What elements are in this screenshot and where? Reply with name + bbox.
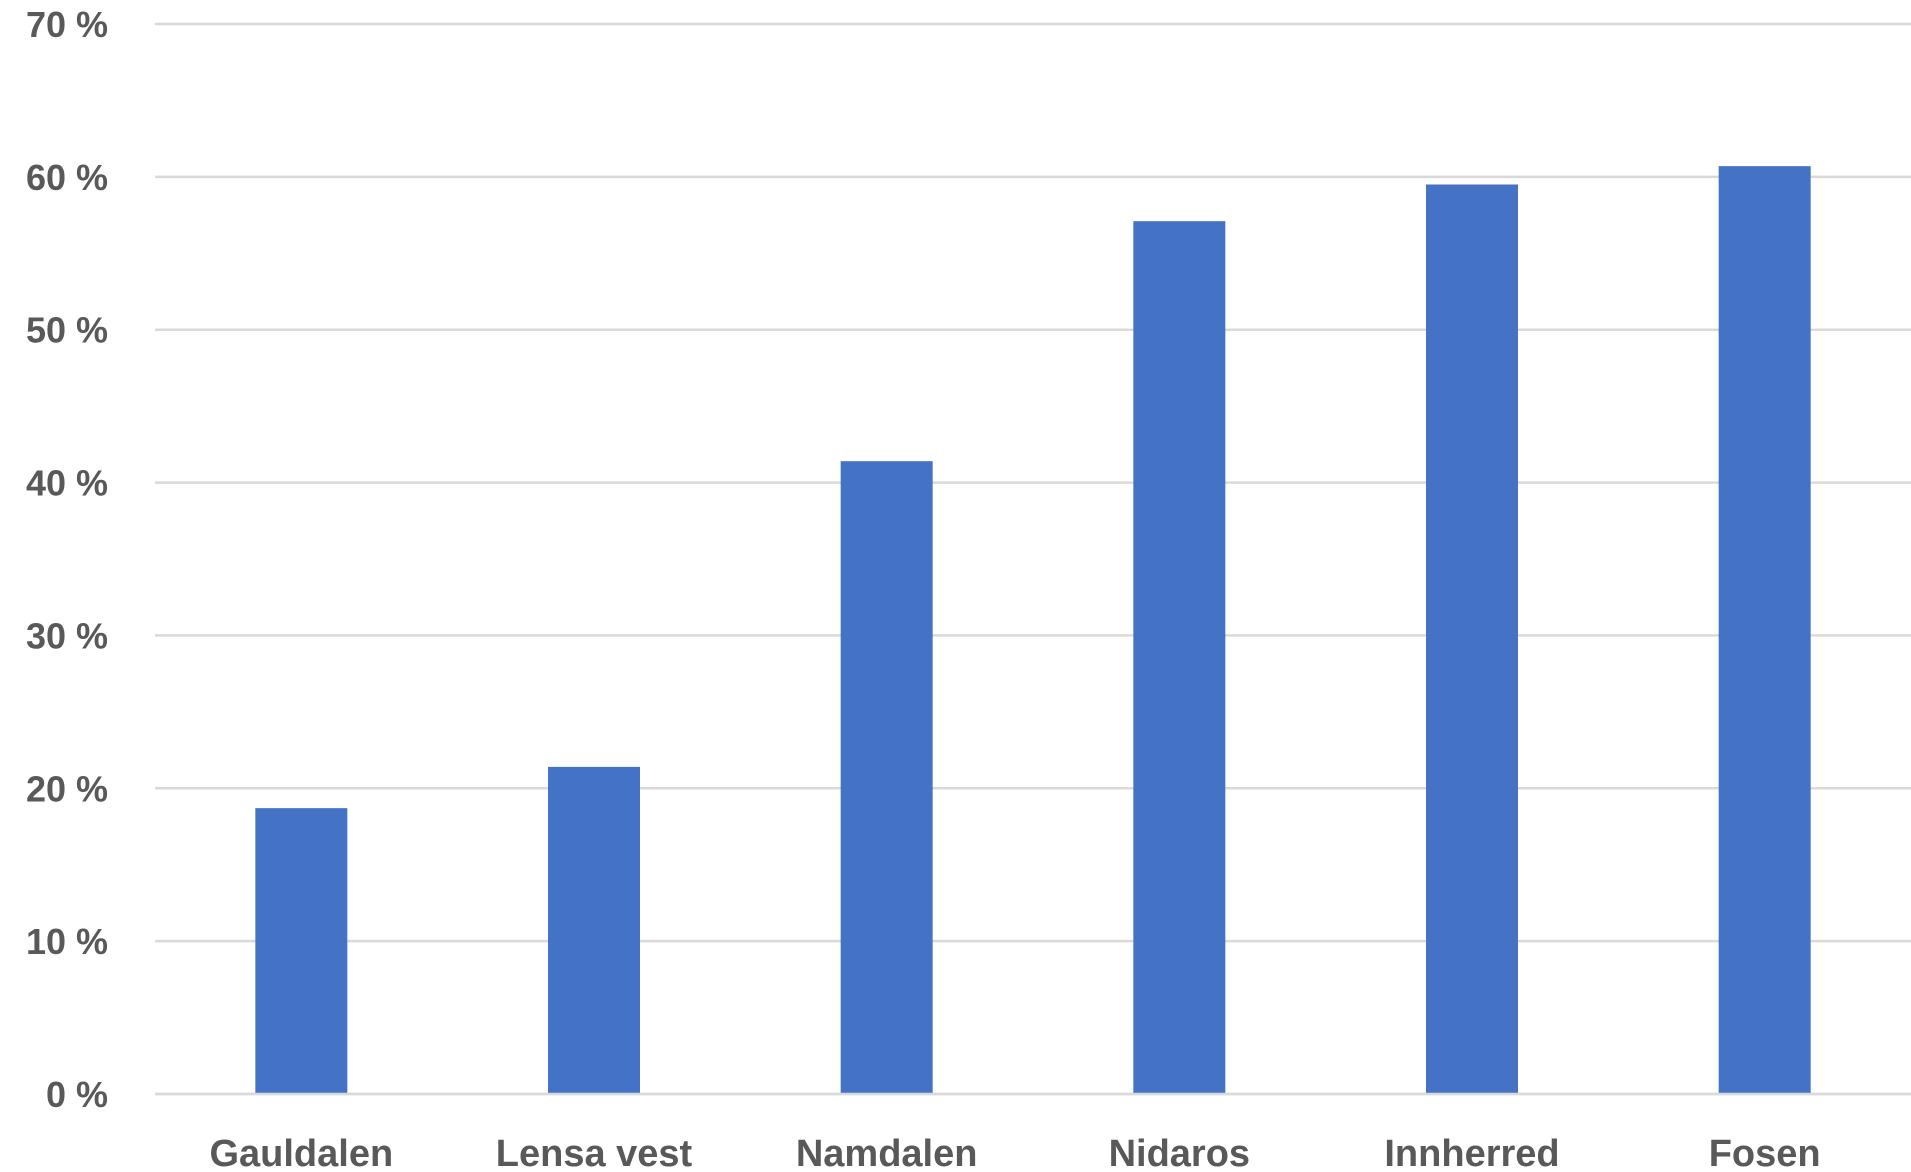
- y-tick-label: 0 %: [46, 1074, 108, 1115]
- y-tick-label: 60 %: [26, 157, 108, 198]
- x-category-label: Gauldalen: [209, 1133, 393, 1172]
- y-tick-label: 40 %: [26, 463, 108, 504]
- x-category-label: Innherred: [1384, 1133, 1559, 1172]
- gridlines: [155, 22, 1911, 1096]
- bar-nidaros: [1133, 221, 1226, 1094]
- y-tick-label: 20 %: [26, 768, 108, 809]
- y-tick-label: 10 %: [26, 921, 108, 962]
- x-axis-category-labels: Gauldalen Lensa vest Namdalen Nidaros Innher…: [209, 1133, 1820, 1172]
- x-category-label: Fosen: [1709, 1133, 1821, 1172]
- x-category-label: Nidaros: [1109, 1133, 1250, 1172]
- y-axis-tick-labels: 0 % 10 % 20 % 30 % 40 % 50 % 60 % 70 %: [26, 4, 108, 1115]
- bars: [255, 166, 1811, 1095]
- x-category-label: Lensa vest: [496, 1133, 693, 1172]
- bar-innherred: [1426, 184, 1518, 1094]
- bar-gauldalen: [255, 808, 348, 1094]
- y-tick-label: 50 %: [26, 310, 108, 351]
- bar-lensa-vest: [548, 766, 640, 1094]
- y-tick-label: 30 %: [26, 615, 108, 656]
- bar-namdalen: [840, 461, 933, 1095]
- bar-fosen: [1718, 166, 1811, 1094]
- x-category-label: Namdalen: [796, 1133, 978, 1172]
- y-tick-label: 70 %: [26, 4, 108, 45]
